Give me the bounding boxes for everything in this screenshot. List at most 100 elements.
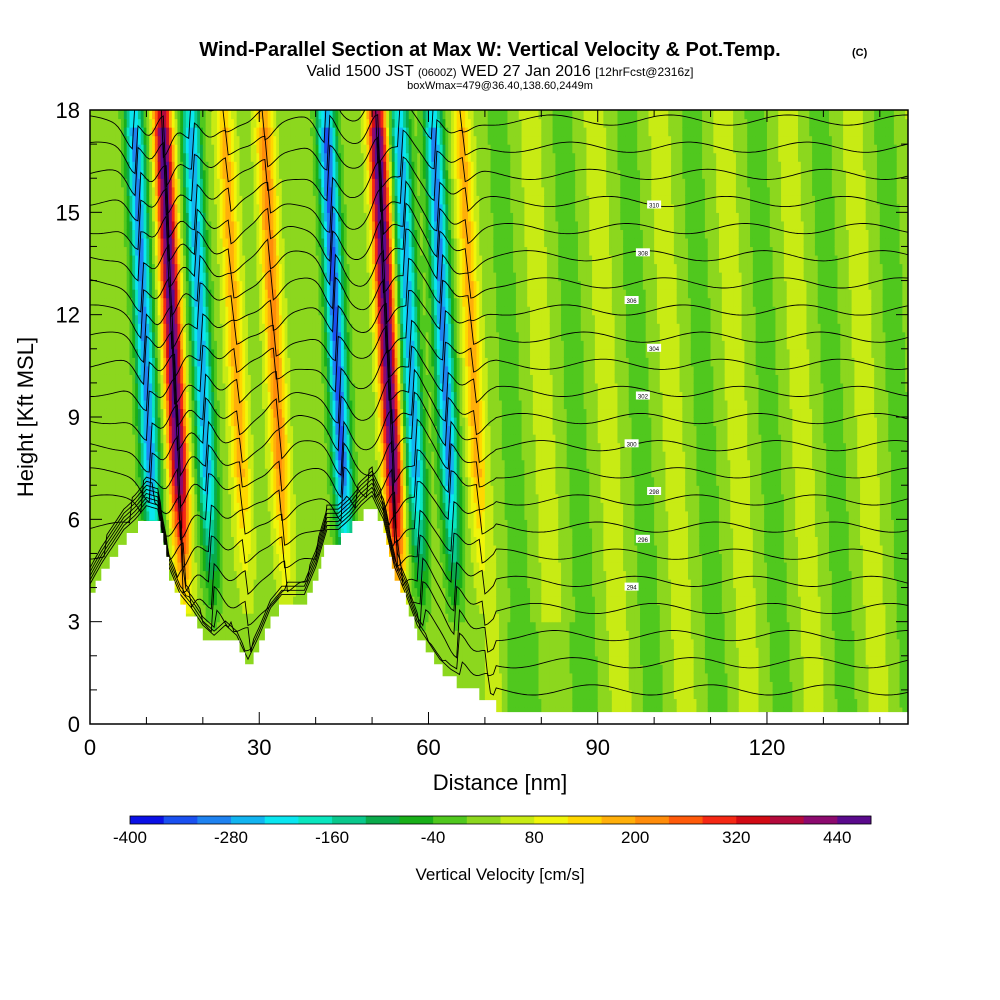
velocity-cell [163, 254, 167, 265]
velocity-cell [92, 135, 97, 145]
velocity-cell [183, 297, 187, 307]
velocity-cell [95, 331, 100, 341]
velocity-cell [216, 391, 221, 401]
velocity-cell [104, 169, 108, 179]
velocity-cell [174, 212, 179, 222]
velocity-cell [106, 553, 111, 563]
velocity-cell [112, 340, 116, 350]
velocity-cell [104, 254, 108, 265]
velocity-cell [109, 544, 114, 555]
velocity-cell [208, 263, 212, 273]
velocity-cell [92, 110, 97, 120]
velocity-cell [132, 289, 136, 299]
velocity-cell [222, 382, 226, 393]
velocity-cell [118, 323, 122, 333]
velocity-cell [183, 323, 187, 333]
velocity-cell [104, 451, 108, 461]
velocity-cell [129, 272, 133, 282]
velocity-cell [222, 374, 226, 384]
velocity-cell [92, 459, 97, 469]
velocity-cell [98, 476, 102, 486]
velocity-cell [208, 135, 212, 145]
velocity-cell [118, 493, 122, 503]
velocity-cell [132, 178, 136, 188]
velocity-cell [121, 468, 125, 478]
velocity-cell [157, 237, 162, 248]
velocity-cell [132, 246, 136, 256]
velocity-cell [106, 229, 111, 239]
velocity-cell [109, 391, 114, 401]
velocity-cell [180, 340, 184, 350]
velocity-cell [112, 144, 116, 154]
velocity-cell [132, 220, 136, 230]
velocity-cell [205, 476, 210, 486]
velocity-cell [121, 323, 125, 333]
velocity-cell [191, 297, 195, 307]
velocity-cell [208, 331, 212, 341]
velocity-cell [231, 519, 235, 529]
velocity-cell [191, 254, 195, 265]
velocity-cell [231, 596, 235, 606]
velocity-cell [205, 630, 210, 640]
velocity-cell [222, 331, 226, 341]
velocity-cell [174, 374, 179, 384]
velocity-cell [109, 229, 114, 239]
velocity-cell [202, 340, 207, 350]
velocity-cell [123, 220, 128, 230]
velocity-cell [183, 306, 187, 316]
velocity-cell [160, 229, 164, 239]
velocity-cell [135, 365, 139, 375]
velocity-cell [135, 374, 139, 384]
velocity-cell [129, 425, 133, 435]
velocity-cell [98, 152, 102, 162]
velocity-cell [101, 297, 105, 307]
velocity-cell [202, 579, 207, 589]
velocity-cell [185, 527, 190, 537]
velocity-cell [118, 280, 122, 290]
velocity-cell [140, 348, 145, 358]
velocity-cell [129, 110, 133, 120]
velocity-cell [101, 459, 105, 469]
velocity-cell [129, 118, 133, 128]
velocity-cell [98, 297, 102, 307]
velocity-cell [188, 544, 193, 555]
velocity-cell [208, 621, 212, 631]
velocity-cell [109, 254, 114, 265]
velocity-cell [149, 425, 153, 435]
velocity-cell [152, 118, 156, 128]
velocity-cell [197, 425, 201, 435]
velocity-cell [154, 493, 159, 503]
velocity-cell [171, 451, 176, 461]
velocity-cell [191, 604, 195, 614]
velocity-cell [208, 493, 212, 503]
velocity-cell [154, 331, 159, 341]
velocity-cell [231, 399, 235, 410]
velocity-cell [225, 161, 229, 171]
velocity-cell [121, 237, 125, 248]
velocity-cell [154, 340, 159, 350]
velocity-cell [143, 459, 148, 469]
velocity-cell [95, 254, 100, 265]
velocity-cell [219, 254, 224, 265]
velocity-cell [101, 561, 105, 572]
velocity-cell [126, 519, 131, 529]
velocity-cell [149, 297, 153, 307]
velocity-cell [106, 331, 111, 341]
velocity-cell [106, 485, 111, 495]
velocity-cell [228, 118, 232, 128]
velocity-cell [225, 374, 229, 384]
velocity-cell [157, 382, 162, 393]
velocity-cell [104, 357, 108, 367]
velocity-cell [200, 135, 204, 145]
velocity-cell [109, 246, 114, 256]
velocity-cell [177, 289, 181, 299]
velocity-cell [129, 519, 133, 529]
velocity-cell [214, 220, 218, 230]
velocity-cell [222, 553, 226, 563]
velocity-cell [205, 331, 210, 341]
velocity-cell [137, 451, 142, 461]
velocity-cell [188, 604, 193, 614]
velocity-cell [197, 178, 201, 188]
velocity-cell [211, 553, 215, 563]
